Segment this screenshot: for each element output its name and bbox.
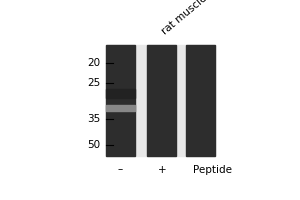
Text: +: +	[158, 165, 166, 175]
Text: 25: 25	[87, 78, 100, 88]
Bar	[106, 45, 135, 156]
Text: 35: 35	[87, 114, 100, 124]
Text: –: –	[117, 165, 123, 175]
Bar	[106, 45, 215, 156]
Bar	[186, 45, 215, 156]
Bar	[147, 45, 176, 156]
Text: 50: 50	[87, 140, 100, 150]
Bar	[106, 105, 135, 111]
Bar	[106, 89, 135, 98]
Text: rat muscle: rat muscle	[160, 0, 208, 36]
Text: 20: 20	[87, 58, 100, 68]
Text: Peptide: Peptide	[193, 165, 232, 175]
